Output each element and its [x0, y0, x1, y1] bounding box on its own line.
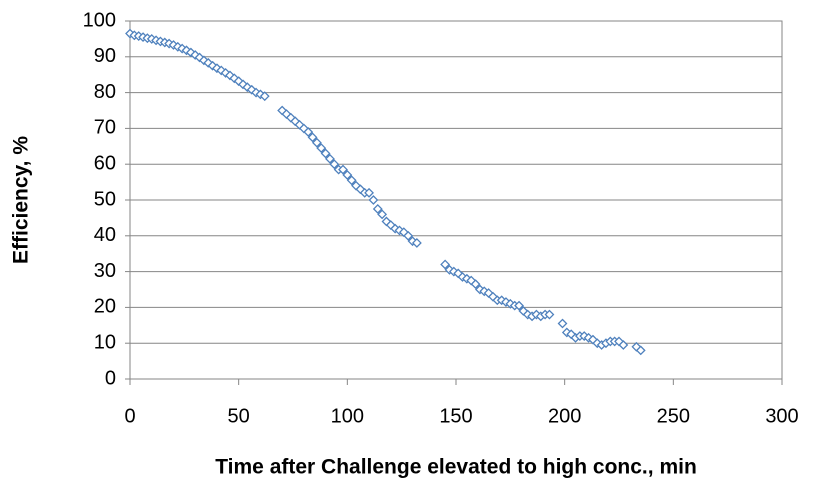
y-tick-label: 80 — [94, 81, 116, 103]
point — [311, 137, 322, 148]
point — [181, 45, 192, 56]
x-tick-label: 200 — [548, 405, 581, 427]
point — [316, 143, 327, 154]
x-tick-label: 0 — [124, 405, 135, 427]
point — [338, 164, 348, 175]
y-tick-label: 100 — [83, 9, 116, 31]
point — [440, 259, 451, 270]
point — [514, 300, 524, 311]
x-tick-label: 50 — [228, 405, 250, 427]
point — [403, 230, 414, 241]
x-axis-label: Time after Challenge elevated to high co… — [215, 456, 697, 479]
point — [194, 52, 205, 63]
point — [618, 340, 629, 350]
y-tick-label: 90 — [94, 45, 116, 67]
point — [377, 209, 388, 220]
point — [246, 84, 257, 95]
y-tick-label: 20 — [94, 296, 116, 318]
y-tick-label: 50 — [94, 188, 116, 210]
point — [635, 345, 646, 356]
point — [346, 175, 357, 186]
x-tick-label: 300 — [765, 405, 798, 427]
point — [470, 279, 481, 290]
plot-frame — [129, 20, 783, 380]
point — [368, 195, 379, 205]
y-tick-label: 30 — [94, 260, 116, 282]
point — [220, 67, 231, 78]
point — [320, 148, 331, 159]
point — [364, 187, 374, 198]
point — [303, 127, 314, 137]
y-tick-label: 60 — [94, 152, 116, 174]
y-tick-label: 70 — [94, 117, 116, 139]
point — [207, 60, 218, 71]
x-tick-label: 150 — [439, 405, 472, 427]
point — [329, 159, 340, 170]
point — [307, 132, 318, 143]
x-tick-label: 250 — [657, 405, 690, 427]
point — [259, 91, 270, 102]
y-tick-label: 0 — [105, 367, 116, 389]
y-tick-label: 10 — [94, 331, 116, 353]
point — [325, 153, 335, 164]
point — [544, 309, 555, 320]
point — [372, 204, 383, 214]
point — [233, 76, 244, 87]
point — [342, 170, 353, 180]
x-tick-label: 100 — [331, 405, 364, 427]
y-axis-label: Efficiency, % — [10, 136, 33, 264]
point — [557, 318, 568, 329]
point — [411, 238, 422, 248]
y-tick-label: 40 — [94, 224, 116, 246]
